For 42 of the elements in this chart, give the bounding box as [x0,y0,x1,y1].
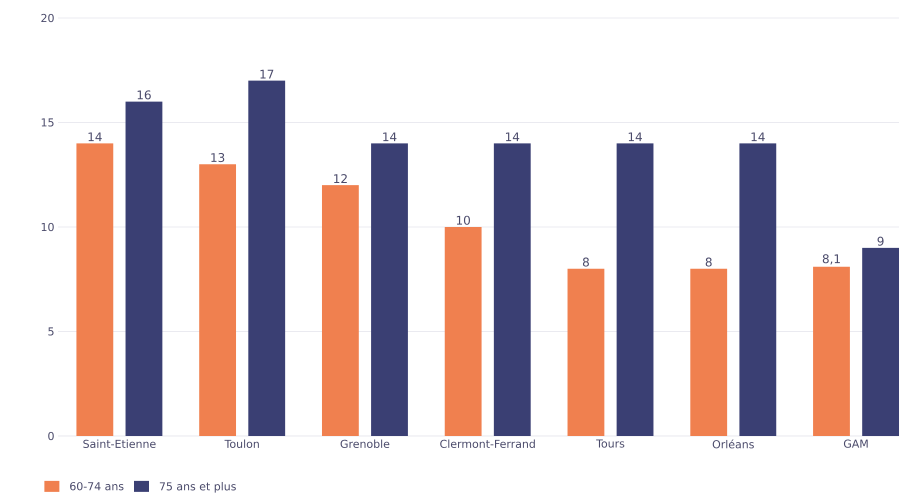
data-label: 13 [211,153,224,162]
bar [248,80,286,436]
data-label: 10 [456,216,470,225]
y-tick-label: 20 [41,14,54,22]
data-label: 14 [628,132,642,142]
legend-label: 75 ans et plus [160,482,236,493]
x-tick-label: GAM [844,440,868,448]
data-label: 16 [138,90,151,100]
bar [322,185,359,436]
x-tick-label: Toulon [224,440,259,448]
x-tick-label: Orléans [712,440,754,448]
data-label: 8 [706,258,712,267]
x-tick-label: Grenoble [340,440,390,448]
data-label: 17 [260,70,274,78]
data-label: 14 [506,132,520,142]
bar [862,248,900,436]
x-tick-label: Saint-Etienne [83,440,156,448]
bar [126,102,162,436]
x-tick-label: Tours [596,440,624,448]
data-label: 12 [334,174,347,183]
bar [199,164,236,436]
bar [690,268,728,436]
bar [616,143,654,436]
data-label: 14 [752,132,765,142]
x-tick-label: Clermont-Ferrand [440,440,535,448]
y-tick-label: 5 [48,327,54,336]
y-tick-label: 15 [42,118,54,127]
data-label: 14 [383,132,396,142]
data-label: 14 [88,132,102,142]
bar [444,226,482,436]
bar [568,268,604,436]
bar [739,143,776,436]
y-tick-label: 10 [42,222,54,232]
bar [494,143,531,436]
data-label: 8 [582,258,589,267]
bar [371,143,408,436]
data-label: 8,1 [822,254,840,264]
bar [813,266,850,436]
data-label: 9 [878,236,884,246]
bar [76,143,114,436]
y-tick-label: 0 [48,432,54,440]
legend-label: 60-74 ans [70,482,124,490]
